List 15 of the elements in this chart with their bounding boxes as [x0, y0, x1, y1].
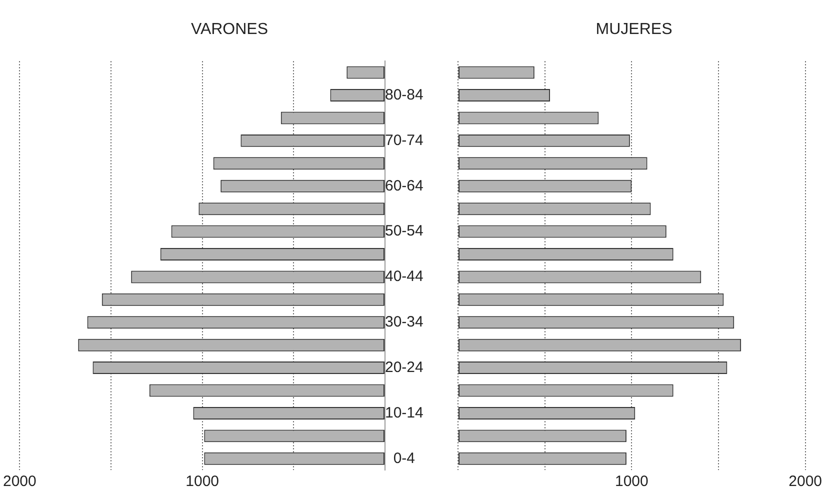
y-tick-label: 70-74	[384, 132, 424, 149]
y-tick-label: 0-4	[393, 450, 416, 467]
y-tick-label: 80-84	[384, 86, 424, 104]
y-tick-label: 60-64	[384, 177, 424, 194]
y-tick-label: 30-34	[384, 314, 424, 331]
chart-title: MUJERES	[596, 21, 672, 38]
y-tick-label: 40-44	[384, 268, 424, 286]
y-tick-label: 20-24	[384, 358, 424, 376]
chart-title: VARONES	[190, 21, 268, 38]
x-tick-label: 1000	[186, 473, 220, 490]
y-tick-label: 50-54	[384, 222, 424, 240]
x-tick-label: 2000	[2, 473, 36, 490]
y-tick-label: 10-14	[384, 404, 424, 422]
x-tick-label: 1000	[614, 473, 648, 490]
x-tick-label: 2000	[788, 473, 822, 490]
